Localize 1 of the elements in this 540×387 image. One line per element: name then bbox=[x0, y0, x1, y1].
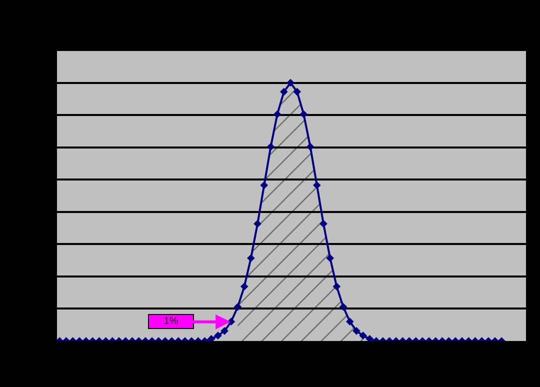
annotation: 1% bbox=[164, 316, 178, 327]
